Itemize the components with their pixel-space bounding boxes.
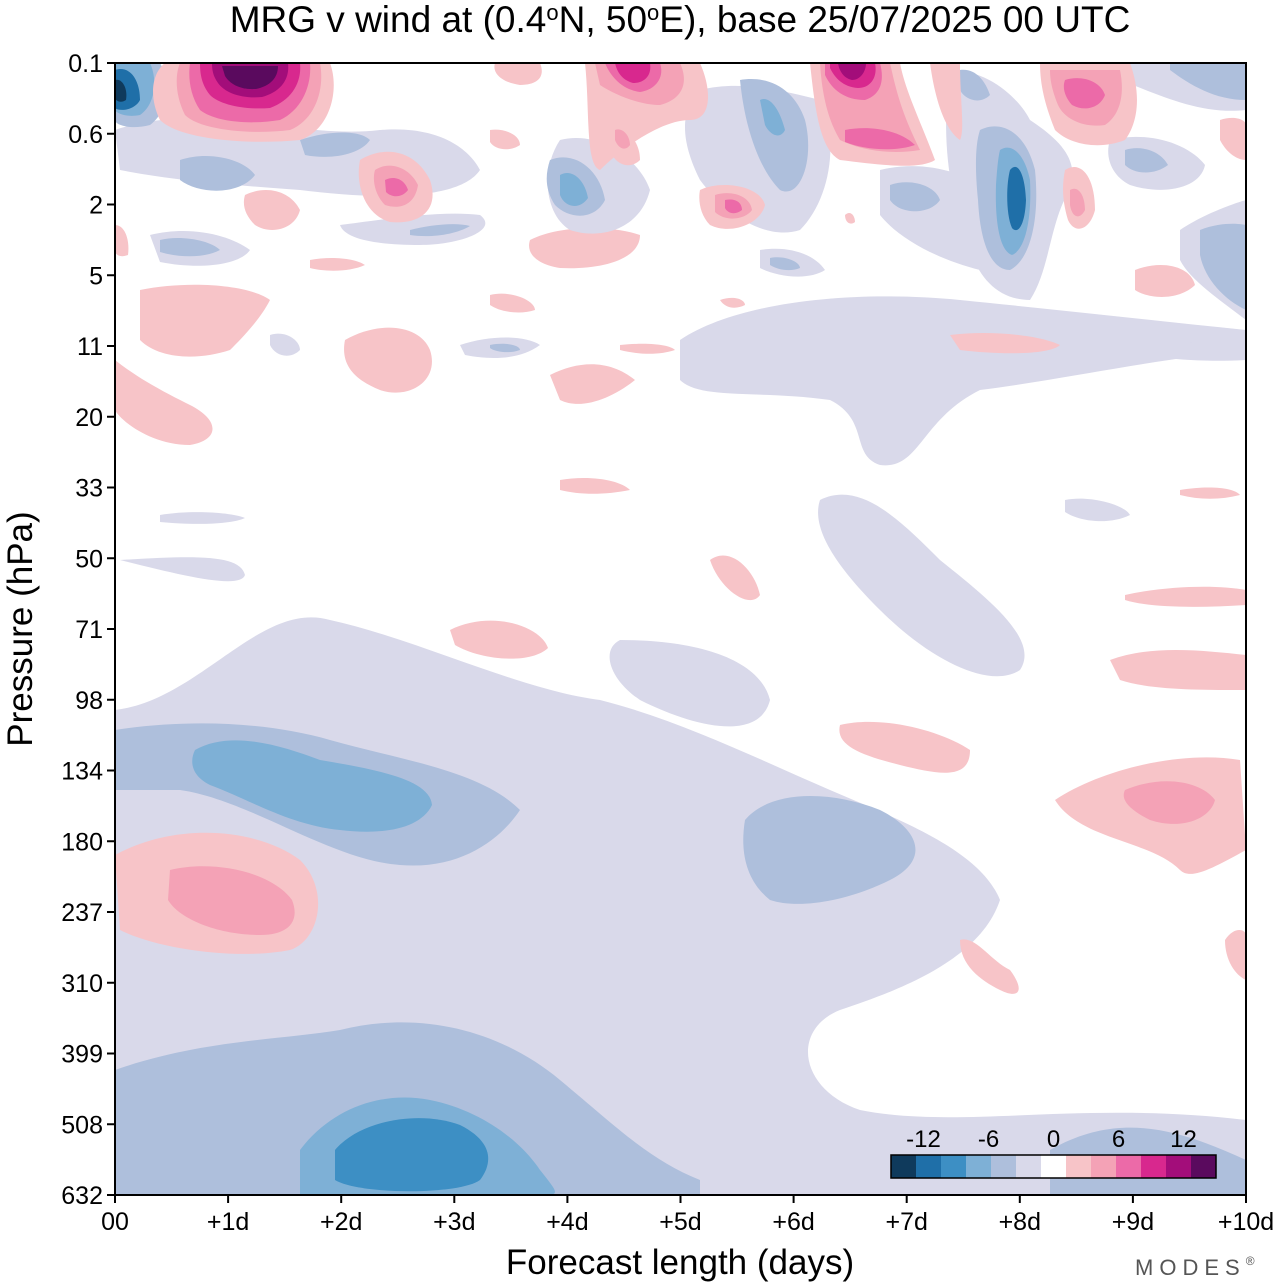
- colorbar-swatch: [1141, 1155, 1167, 1178]
- y-tick-label: 98: [75, 687, 103, 715]
- x-tick-label: +3d: [433, 1208, 475, 1236]
- colorbar-tick-label: 0: [1047, 1126, 1060, 1153]
- colorbar-swatch: [991, 1155, 1017, 1178]
- colorbar-swatch: [916, 1155, 942, 1178]
- x-tick-label: +10d: [1218, 1208, 1274, 1236]
- y-tick-label: 33: [75, 475, 103, 503]
- colorbar-tick-label: 6: [1112, 1126, 1125, 1153]
- colorbar-swatch: [1116, 1155, 1142, 1178]
- colorbar-swatch: [1066, 1155, 1092, 1178]
- contour-pos-lower-mid: [168, 781, 1215, 935]
- y-tick-label: 134: [61, 758, 103, 786]
- contour-pos-top-mid: [176, 63, 1122, 219]
- x-tick-label: +6d: [772, 1208, 814, 1236]
- colorbar-swatch: [1016, 1155, 1042, 1178]
- colorbar-swatch: [1191, 1155, 1217, 1178]
- contour-neg-strato: [680, 296, 1246, 466]
- colorbar-swatch: [1041, 1155, 1067, 1178]
- colorbar-swatch: [941, 1155, 967, 1178]
- y-tick-label: 632: [61, 1182, 103, 1210]
- y-tick-label: 180: [61, 828, 103, 856]
- colorbar-swatch: [1091, 1155, 1117, 1178]
- modes-logo: MODES®: [1135, 1254, 1261, 1280]
- colorbar-tick-label: -12: [906, 1126, 941, 1153]
- contour-neg-lower-mid: [115, 723, 1246, 1195]
- y-tick-label: 399: [61, 1041, 103, 1069]
- chart-title: MRG v wind at (0.4oN, 50oE), base 25/07/…: [230, 0, 1131, 40]
- x-axis-label: Forecast length (days): [506, 1243, 854, 1282]
- y-tick-label: 5: [89, 262, 103, 290]
- y-tick-label: 71: [75, 616, 103, 644]
- y-tick-label: 0.1: [68, 50, 103, 78]
- y-tick-label: 2: [89, 192, 103, 220]
- x-tick-label: +7d: [885, 1208, 927, 1236]
- y-tick-label: 0.6: [68, 121, 103, 149]
- contour-pos-top-light: [115, 63, 1246, 271]
- colorbar: -12 -6 0 6 12: [890, 1126, 1217, 1179]
- y-tick-label: 310: [61, 970, 103, 998]
- contour-pos-top-max: [222, 66, 278, 90]
- colorbar-tick-label: 12: [1170, 1126, 1197, 1153]
- contour-field: [115, 63, 1246, 1195]
- x-tick-label: +5d: [659, 1208, 701, 1236]
- contour-pos-lower: [115, 555, 1246, 994]
- x-tick-label: +2d: [320, 1208, 362, 1236]
- colorbar-tick-label: -6: [978, 1126, 999, 1153]
- x-axis: 00 +1d +2d +3d +4d +5d +6d +7d +8d +9d +10d: [101, 1195, 1274, 1236]
- y-axis-label: Pressure (hPa): [1, 511, 40, 746]
- y-tick-label: 237: [61, 899, 103, 927]
- x-tick-label: +8d: [999, 1208, 1041, 1236]
- colorbar-swatch: [966, 1155, 992, 1178]
- contour-neg-lower-core: [335, 1118, 489, 1192]
- y-tick-label: 20: [75, 404, 103, 432]
- x-tick-label: 00: [101, 1208, 129, 1236]
- contour-neg-top-darkest: [115, 79, 127, 102]
- x-tick-label: +4d: [546, 1208, 588, 1236]
- y-tick-label: 508: [61, 1111, 103, 1139]
- colorbar-swatch: [1166, 1155, 1192, 1178]
- colorbar-swatch: [891, 1155, 917, 1178]
- y-tick-label: 50: [75, 545, 103, 573]
- y-tick-label: 11: [77, 333, 103, 361]
- colorbar-frame: [890, 1154, 1217, 1179]
- y-axis: 0.1 0.6 2 5 11 20 33 50 71 98 134 180 237 310 399 508 63…: [61, 50, 115, 1210]
- contour-neg-lower-deep: [192, 740, 555, 1195]
- x-tick-label: +1d: [207, 1208, 249, 1236]
- x-tick-label: +9d: [1112, 1208, 1154, 1236]
